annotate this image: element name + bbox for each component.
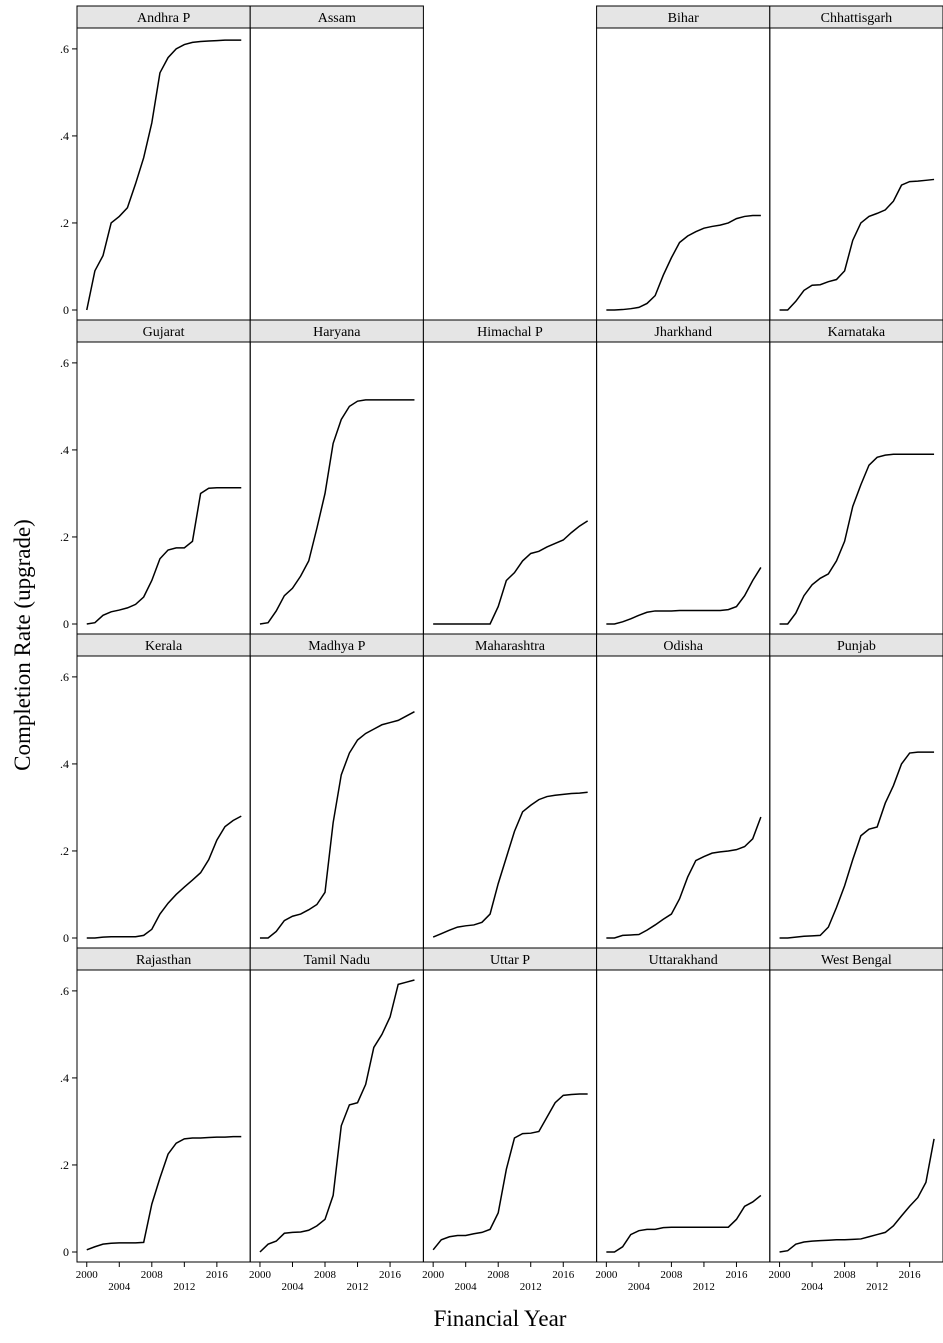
x-tick-label: 2000	[249, 1269, 272, 1281]
y-tick-label: .6	[60, 42, 69, 56]
x-tick-label: 2004	[108, 1281, 131, 1293]
line	[606, 1194, 762, 1253]
y-tick-label: 0	[63, 303, 69, 317]
y-tick-label: .4	[60, 757, 69, 771]
x-tick-label: 2012	[693, 1281, 715, 1293]
x-tick-label: 2016	[379, 1269, 402, 1281]
panel	[249, 969, 424, 1263]
panel-title: Odisha	[663, 639, 703, 654]
panel	[76, 969, 251, 1263]
x-axis-title: Financial Year	[434, 1306, 567, 1331]
y-tick-label: .2	[60, 844, 69, 858]
x-tick-label: 2016	[206, 1269, 229, 1281]
panel-title: Punjab	[837, 639, 876, 654]
x-tick-label: 2000	[595, 1269, 618, 1281]
y-axis-title: Completion Rate (upgrade)	[10, 519, 35, 771]
y-tick-label: .6	[60, 670, 69, 684]
panel-title: Assam	[318, 11, 356, 26]
line	[259, 399, 415, 625]
panel-title: Madhya P	[308, 639, 365, 654]
x-tick-label: 2012	[520, 1281, 542, 1293]
panel	[76, 27, 251, 321]
panel-title: Bihar	[668, 11, 699, 26]
y-tick-label: 0	[63, 617, 69, 631]
x-tick-label: 2008	[314, 1269, 337, 1281]
y-tick-label: .2	[60, 530, 69, 544]
y-tick-label: .4	[60, 1071, 69, 1085]
panel	[769, 341, 943, 635]
panel	[596, 341, 771, 635]
panel-title: Haryana	[313, 325, 361, 340]
line	[606, 816, 762, 939]
y-tick-label: .6	[60, 356, 69, 370]
x-tick-label: 2016	[725, 1269, 748, 1281]
y-tick-label: 0	[63, 931, 69, 945]
panel-title: Maharashtra	[475, 639, 546, 654]
x-tick-label: 2000	[76, 1269, 99, 1281]
panel-title: Himachal P	[477, 325, 543, 340]
panel-title: Andhra P	[137, 11, 190, 26]
x-tick-label: 2004	[628, 1281, 651, 1293]
panel	[769, 27, 943, 321]
panel	[76, 655, 251, 949]
x-tick-label: 2000	[422, 1269, 445, 1281]
line	[606, 567, 762, 625]
y-tick-label: .2	[60, 1158, 69, 1172]
y-tick-label: .6	[60, 984, 69, 998]
x-tick-label: 2008	[660, 1269, 683, 1281]
panel-title: Tamil Nadu	[304, 953, 370, 968]
panel	[596, 655, 771, 949]
panel-title: Uttar P	[490, 953, 530, 968]
line	[86, 487, 242, 625]
x-tick-label: 2004	[801, 1281, 824, 1293]
panel-title: Karnataka	[828, 325, 886, 340]
x-tick-label: 2008	[141, 1269, 164, 1281]
x-tick-label: 2008	[834, 1269, 857, 1281]
line	[779, 1138, 935, 1253]
panel	[596, 27, 771, 321]
line	[432, 1093, 588, 1251]
panel	[769, 655, 943, 949]
panel-title: Rajasthan	[136, 953, 191, 968]
line	[259, 979, 415, 1253]
line	[86, 815, 242, 939]
line	[779, 453, 935, 625]
x-tick-label: 2012	[347, 1281, 369, 1293]
panel	[769, 969, 943, 1263]
x-tick-label: 2012	[173, 1281, 195, 1293]
panel-title: West Bengal	[821, 953, 892, 968]
line	[779, 178, 935, 311]
y-tick-label: 0	[63, 1245, 69, 1259]
line	[432, 791, 588, 938]
panel	[422, 969, 598, 1263]
panel-title: Gujarat	[143, 325, 185, 340]
panel-title: Chhattisgarh	[821, 11, 893, 26]
panel	[596, 969, 771, 1263]
y-tick-label: .4	[60, 443, 69, 457]
x-tick-label: 2004	[455, 1281, 478, 1293]
panel-title: Uttarakhand	[649, 953, 718, 968]
panel-title: Kerala	[145, 639, 183, 654]
y-tick-label: .4	[60, 129, 69, 143]
x-tick-label: 2012	[866, 1281, 888, 1293]
x-tick-label: 2016	[552, 1269, 575, 1281]
line	[433, 520, 589, 625]
panel	[249, 341, 424, 635]
x-tick-label: 2008	[487, 1269, 510, 1281]
line	[259, 711, 415, 939]
line	[779, 751, 935, 939]
panel-title: Jharkhand	[654, 325, 712, 340]
x-tick-label: 2016	[899, 1269, 922, 1281]
x-tick-label: 2004	[281, 1281, 304, 1293]
panel	[249, 27, 424, 321]
panel	[422, 341, 598, 635]
line	[86, 39, 242, 311]
x-tick-label: 2000	[769, 1269, 792, 1281]
line	[86, 1135, 242, 1251]
line	[606, 214, 761, 311]
y-tick-label: .2	[60, 216, 69, 230]
panel	[422, 655, 598, 949]
